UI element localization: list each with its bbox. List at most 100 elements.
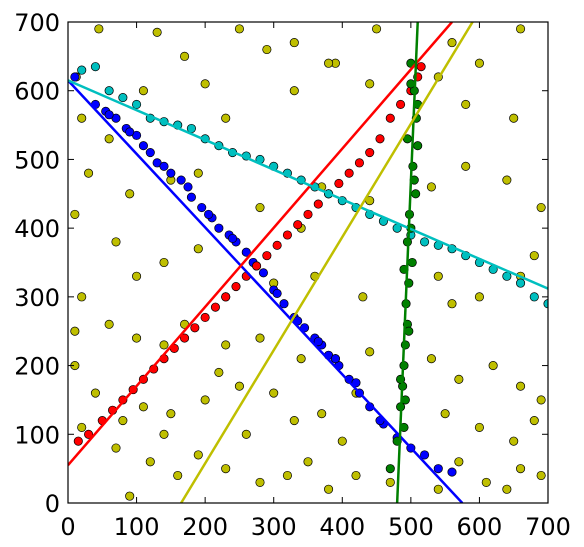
point-s1-46 xyxy=(313,336,323,347)
point-s2-26 xyxy=(344,168,354,178)
series-2 xyxy=(73,62,426,446)
point-s0-24 xyxy=(125,189,135,199)
point-s0-98 xyxy=(159,429,169,439)
y-tick-label: 700 xyxy=(14,9,60,37)
point-s0-43 xyxy=(358,292,368,302)
point-s0-26 xyxy=(193,168,203,178)
x-tick-label: 100 xyxy=(114,513,160,541)
fit-line-0 xyxy=(68,79,464,503)
point-s0-5 xyxy=(262,44,272,55)
point-s1-20 xyxy=(279,299,289,309)
point-s0-18 xyxy=(324,58,334,68)
y-tick-label: 100 xyxy=(14,421,60,449)
point-s1-36 xyxy=(104,110,114,120)
point-s0-14 xyxy=(138,86,148,96)
point-s0-83 xyxy=(173,470,183,481)
point-s0-46 xyxy=(474,292,484,302)
x-tick-label: 400 xyxy=(319,513,365,541)
point-s0-69 xyxy=(200,395,210,405)
fit-line-4 xyxy=(180,22,474,503)
point-s1-0 xyxy=(70,72,80,82)
point-s2-11 xyxy=(190,323,200,333)
point-s0-52 xyxy=(159,340,169,350)
point-s1-9 xyxy=(176,175,186,185)
point-s0-35 xyxy=(70,209,80,219)
point-s1-40 xyxy=(183,182,193,192)
series-1 xyxy=(70,72,457,477)
point-s0-16 xyxy=(221,113,231,123)
point-s3-25 xyxy=(420,237,430,247)
point-s0-4 xyxy=(234,24,244,34)
point-s0-62 xyxy=(516,381,526,391)
point-s0-32 xyxy=(461,161,471,171)
fit-line-3 xyxy=(395,22,419,503)
x-tick-label: 600 xyxy=(457,513,503,541)
point-s0-3 xyxy=(180,51,190,61)
point-s0-101 xyxy=(502,484,512,494)
point-s0-76 xyxy=(440,409,450,419)
point-s0-100 xyxy=(337,436,347,446)
point-s0-71 xyxy=(234,381,244,391)
point-s0-77 xyxy=(474,422,484,432)
point-s0-70 xyxy=(214,367,224,377)
series-3 xyxy=(77,62,548,309)
point-s4-18 xyxy=(385,464,395,474)
point-s0-87 xyxy=(282,470,292,481)
y-tick-label: 0 xyxy=(45,490,60,518)
point-s0-85 xyxy=(221,464,231,474)
point-s2-12 xyxy=(200,312,210,323)
point-s3-33 xyxy=(529,292,539,302)
point-s1-16 xyxy=(241,247,251,257)
point-s4-8 xyxy=(407,257,417,268)
x-tick-label: 500 xyxy=(388,513,434,541)
fit-line-1 xyxy=(68,22,453,467)
point-s1-6 xyxy=(138,141,148,151)
point-s1-8 xyxy=(166,168,176,178)
point-s0-92 xyxy=(433,484,443,494)
point-s2-30 xyxy=(385,113,395,123)
point-s3-3 xyxy=(118,93,128,103)
point-s0-86 xyxy=(255,477,265,487)
point-s0-9 xyxy=(447,38,457,48)
point-s2-29 xyxy=(375,134,385,144)
point-s1-13 xyxy=(214,223,224,233)
point-s0-55 xyxy=(255,333,265,343)
point-s0-102 xyxy=(70,326,80,336)
point-s4-3 xyxy=(413,141,423,151)
point-s0-36 xyxy=(111,237,121,247)
point-s0-65 xyxy=(90,388,100,398)
y-tick-label: 300 xyxy=(14,284,60,312)
point-s2-31 xyxy=(396,99,406,110)
point-s0-48 xyxy=(529,251,539,261)
point-s0-10 xyxy=(474,58,484,68)
point-s2-23 xyxy=(313,199,323,209)
point-s1-11 xyxy=(197,202,207,213)
point-s0-63 xyxy=(536,395,546,405)
point-s0-94 xyxy=(481,477,491,487)
point-s0-6 xyxy=(289,38,299,48)
point-s1-39 xyxy=(159,161,169,171)
point-s0-88 xyxy=(303,457,313,467)
y-tick-label: 400 xyxy=(14,215,60,243)
point-s0-91 xyxy=(385,477,395,487)
point-s0-21 xyxy=(461,99,471,110)
point-s0-19 xyxy=(365,79,375,89)
point-s0-93 xyxy=(454,457,464,467)
point-s1-42 xyxy=(228,233,238,243)
point-s0-99 xyxy=(241,429,251,439)
point-s0-44 xyxy=(433,271,443,281)
point-s0-1 xyxy=(94,24,104,34)
point-s0-59 xyxy=(426,354,436,364)
point-s3-0 xyxy=(77,65,87,75)
point-s0-2 xyxy=(152,27,162,37)
point-s0-22 xyxy=(509,113,519,123)
point-s1-37 xyxy=(125,127,135,137)
point-s2-13 xyxy=(210,302,220,312)
point-s1-33 xyxy=(420,450,430,460)
point-s0-68 xyxy=(166,409,176,419)
point-s2-0 xyxy=(73,436,83,446)
point-s3-2 xyxy=(104,86,114,96)
point-s1-35 xyxy=(447,467,457,477)
